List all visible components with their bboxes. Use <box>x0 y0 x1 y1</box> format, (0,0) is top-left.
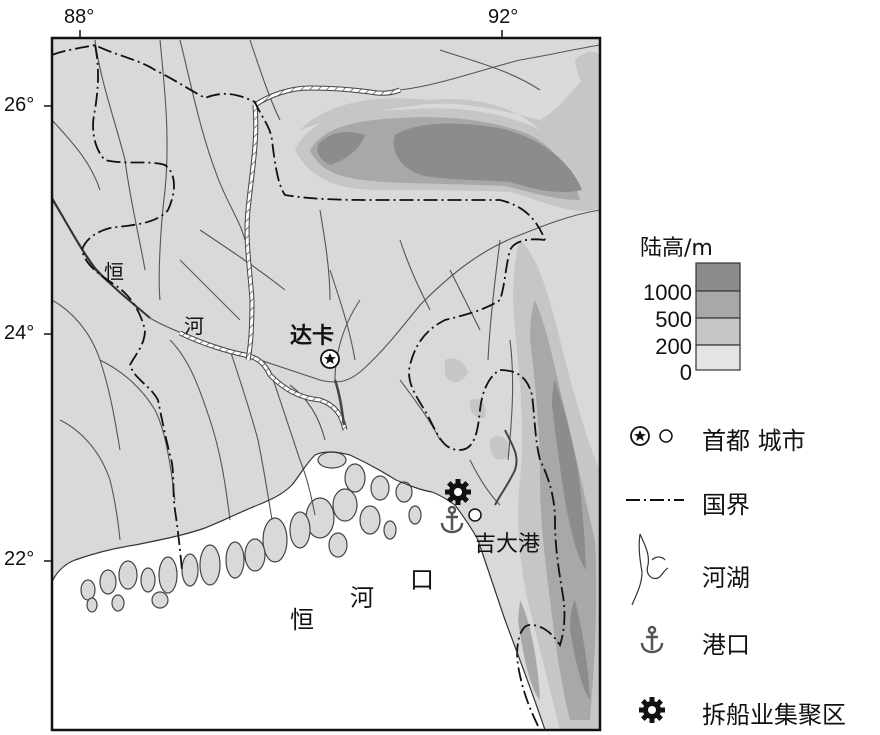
graticule-ticks <box>44 30 503 562</box>
port-anchor-icon <box>440 505 464 534</box>
legend-elevation-title: 陆高/m <box>640 236 713 261</box>
legend-border-label: 国界 <box>702 491 750 519</box>
city-circle-icon <box>468 508 482 522</box>
karnaphuli-river <box>494 429 518 506</box>
river-label-1: 恒 <box>104 260 124 284</box>
lon-label-88: 88° <box>64 6 95 28</box>
legend-level-200: 200 <box>655 334 692 359</box>
borders <box>52 44 566 730</box>
legend-anchor-icon <box>640 625 664 654</box>
elevation-southeast <box>445 240 600 730</box>
estuary-label-3: 口 <box>410 566 434 594</box>
lon-label-92: 92° <box>488 6 519 28</box>
shipbreaking-gear-icon <box>445 479 471 505</box>
legend-river-lake-label: 河湖 <box>702 564 750 592</box>
river-label-2: 河 <box>184 314 204 338</box>
legend-shipbreaking-label: 拆船业集聚区 <box>702 701 846 729</box>
estuary-label-2: 河 <box>350 584 374 612</box>
land <box>52 38 600 730</box>
lat-label-22: 22° <box>4 548 35 570</box>
map-frame <box>50 36 602 732</box>
estuary-label-1: 恒 <box>290 606 314 634</box>
legend-river-icon <box>631 533 669 606</box>
capital-label: 达卡 <box>290 324 335 349</box>
legend-level-500: 500 <box>655 307 692 332</box>
port-label: 吉大港 <box>474 532 541 557</box>
legend-level-0: 0 <box>679 360 692 385</box>
lat-label-24: 24° <box>4 322 35 344</box>
legend-capital-star-icon <box>630 426 650 446</box>
meghna-river <box>333 379 346 426</box>
legend-level-1000: 1000 <box>643 280 692 305</box>
elevation-north <box>295 51 600 215</box>
legend-elevation-swatches <box>695 262 741 371</box>
capital-star-icon <box>320 349 340 369</box>
legend-capital-city-label: 首都 城市 <box>702 427 806 455</box>
legend-city-circle-icon <box>659 429 673 443</box>
legend-port-label: 港口 <box>702 631 750 659</box>
delta-islands <box>80 451 422 613</box>
coastline <box>52 451 546 730</box>
legend-gear-icon <box>639 697 665 723</box>
lat-label-26: 26° <box>4 94 35 116</box>
